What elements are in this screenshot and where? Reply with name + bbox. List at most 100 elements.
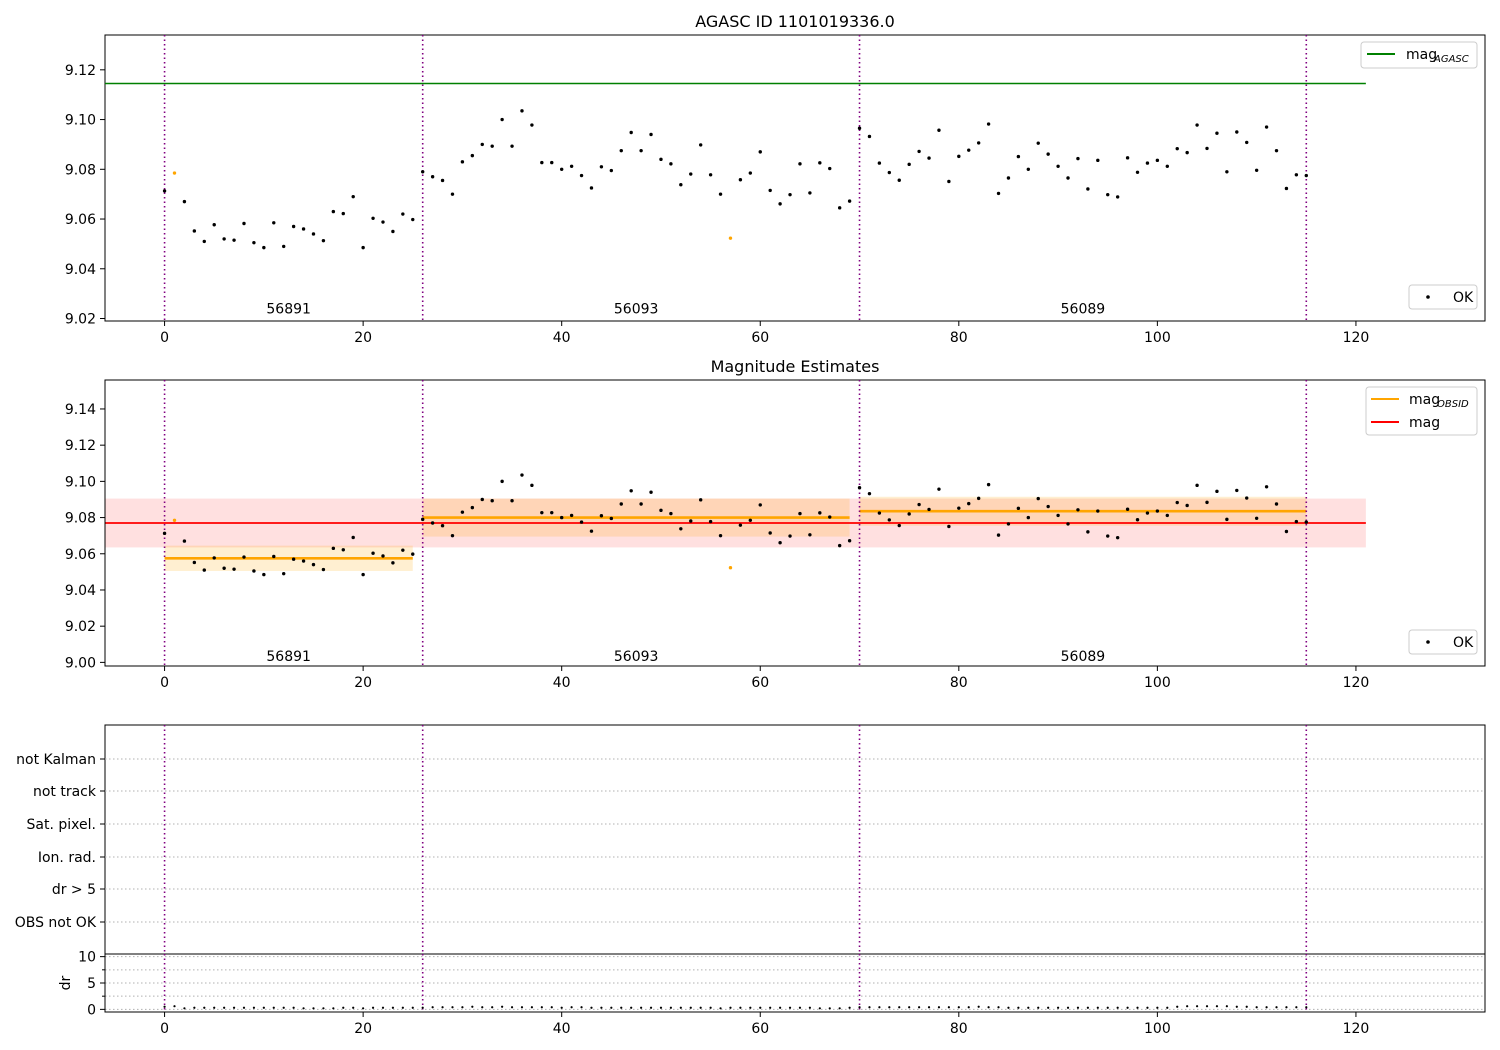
dr-point: [580, 1006, 583, 1009]
flags-panel: not Kalman not track Sat. pixel. Ion. rad. d…: [15, 724, 1486, 955]
dr-point: [510, 1006, 514, 1009]
dr-point: [173, 1005, 176, 1008]
x-tick-label: 20: [354, 330, 372, 346]
ok-point: [192, 560, 197, 565]
ok-point: [639, 148, 643, 153]
ok-point: [1066, 176, 1070, 180]
ok-point: [669, 511, 673, 516]
ok-point: [947, 524, 951, 529]
legend-agasc-box: [1360, 41, 1478, 69]
dr-point: [679, 1006, 682, 1009]
obsid-label: 56891: [266, 302, 311, 318]
x-tick-label: 60: [751, 330, 769, 346]
dr-point: [1245, 1005, 1248, 1008]
ok-point: [530, 483, 534, 488]
x-tick-label: 40: [553, 330, 571, 346]
x-tick-label: 0: [160, 1021, 169, 1037]
ok-point: [1304, 173, 1308, 178]
ok-point: [1096, 158, 1100, 163]
ok-point: [282, 571, 286, 576]
not-ok-point: [172, 518, 177, 522]
ok-point: [182, 199, 187, 204]
ok-point: [321, 238, 326, 243]
ok-point: [1115, 535, 1120, 540]
ok-point: [1155, 509, 1160, 513]
ok-point: [788, 192, 792, 197]
dr-point: [451, 1006, 454, 1009]
ok-point: [420, 517, 425, 522]
ok-point: [897, 178, 901, 182]
ok-point: [540, 160, 544, 165]
ok-point: [1245, 496, 1249, 500]
ok-point: [698, 143, 703, 147]
dr-panel: 0 20 40 60 80 100 120 0 5 10 dr: [58, 950, 1486, 1037]
legend-ok-box: [1408, 629, 1478, 655]
ok-point: [182, 539, 187, 543]
dr-point: [828, 1007, 831, 1010]
y-tick-label: 9.00: [65, 655, 96, 671]
ok-point: [510, 144, 514, 148]
ok-point: [798, 162, 802, 166]
ok-point: [689, 519, 693, 523]
ok-point: [550, 510, 554, 515]
ok-point: [341, 211, 345, 216]
not-ok-point: [728, 566, 733, 570]
ok-point: [371, 216, 375, 220]
dr-point: [1205, 1005, 1209, 1008]
ok-point: [490, 499, 494, 503]
dr-point: [193, 1006, 196, 1009]
ok-point: [252, 569, 256, 573]
ok-point: [341, 548, 345, 552]
dr-point: [550, 1006, 553, 1009]
ok-point: [609, 516, 614, 521]
ok-point: [619, 148, 623, 153]
dr-point: [1156, 1006, 1159, 1009]
ok-point: [808, 533, 812, 537]
dr-point: [560, 1006, 563, 1009]
y-tick-label: 9.04: [65, 262, 96, 278]
dr-point: [223, 1006, 226, 1009]
ok-point: [1165, 164, 1170, 169]
ok-point: [937, 128, 941, 132]
ok-point: [490, 144, 494, 148]
dr-point: [590, 1006, 593, 1009]
x-tick-label: 100: [1144, 1021, 1171, 1037]
ok-point: [589, 529, 594, 533]
ok-point: [957, 154, 961, 159]
legend-agasc-subscript: AGASC: [1433, 54, 1469, 65]
ok-point: [1106, 192, 1110, 197]
dr-point: [759, 1006, 762, 1009]
dr-point: [183, 1007, 186, 1010]
x-tick-label: 0: [160, 330, 169, 346]
flag-category-label: OBS not OK: [15, 915, 97, 931]
ok-point: [440, 178, 445, 183]
ok-point: [351, 194, 355, 199]
x-tick-label: 0: [160, 675, 169, 691]
x-tick-label: 120: [1343, 675, 1370, 691]
dr-point: [282, 1006, 285, 1009]
ok-point: [907, 512, 911, 516]
ok-point: [212, 223, 216, 227]
ok-point: [669, 162, 673, 166]
ok-point: [768, 531, 772, 535]
ok-point: [202, 239, 206, 244]
dr-point: [1186, 1005, 1189, 1008]
ok-point: [391, 229, 395, 234]
ok-point: [976, 141, 981, 145]
ok-point: [520, 473, 524, 477]
dr-point: [1106, 1006, 1109, 1009]
dr-point: [987, 1006, 990, 1009]
dr-point: [798, 1006, 802, 1009]
dr-point: [838, 1007, 841, 1010]
dr-point: [769, 1006, 772, 1009]
ok-point: [1225, 170, 1229, 174]
ok-point: [1284, 186, 1289, 191]
ok-point: [1135, 518, 1140, 522]
ok-point: [1284, 529, 1289, 534]
dr-point: [342, 1006, 345, 1009]
dr-point: [709, 1006, 712, 1009]
x-tick-label: 20: [354, 675, 372, 691]
dr-point: [699, 1006, 702, 1009]
ok-point: [808, 191, 812, 195]
dr-point: [213, 1006, 216, 1009]
